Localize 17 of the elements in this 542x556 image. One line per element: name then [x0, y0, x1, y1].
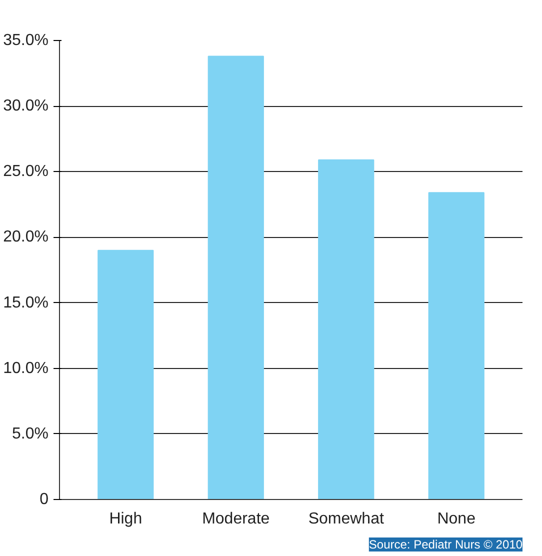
- y-tick-label: 10.0%: [3, 360, 49, 377]
- x-tick-label: None: [437, 510, 476, 528]
- y-tick-label: 15.0%: [3, 294, 49, 312]
- x-tick-label: High: [109, 510, 142, 528]
- y-tick-label: 35.0%: [3, 32, 49, 49]
- bar: [318, 159, 374, 500]
- y-tick-label: 5.0%: [12, 425, 48, 442]
- source-note: Source: Pediatr Nurs © 2010: [368, 538, 523, 552]
- x-tick-label: Moderate: [202, 510, 270, 528]
- bar: [208, 56, 264, 500]
- y-tick-label: 0: [40, 491, 49, 508]
- bar: [98, 250, 154, 500]
- y-tick-label: 25.0%: [3, 163, 49, 180]
- bar: [428, 192, 484, 500]
- y-tick-label: 20.0%: [3, 228, 49, 246]
- y-tick-label: 30.0%: [3, 98, 49, 115]
- x-tick-label: Somewhat: [308, 510, 384, 528]
